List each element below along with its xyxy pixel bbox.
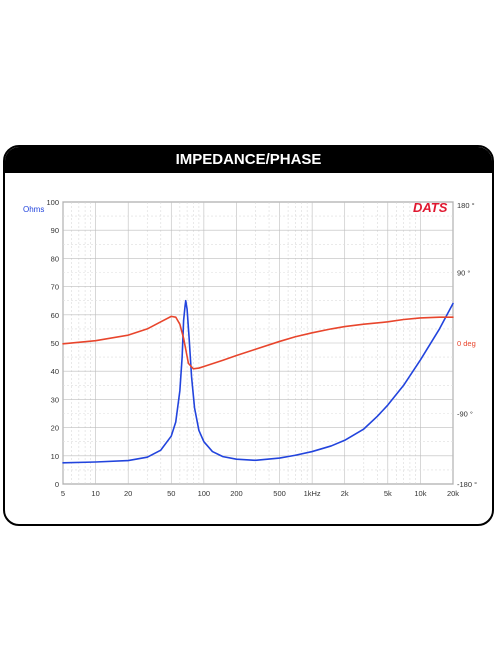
y-left-tick-label: 10: [51, 452, 59, 461]
y-right-tick-label: 90 °: [457, 269, 470, 278]
y-left-unit-label: Ohms: [23, 205, 44, 214]
y-right-tick-label: 0 deg: [457, 339, 476, 348]
y-left-tick-label: 70: [51, 283, 59, 292]
x-tick-label: 500: [273, 489, 286, 498]
phase-series-line: [62, 315, 454, 370]
x-tick-label: 100: [198, 489, 211, 498]
x-tick-label: 50: [167, 489, 175, 498]
chart-card: IMPEDANCE/PHASE 0 10 20 30 40 50 60 70 80 90 100 1…: [3, 145, 494, 526]
y-left-tick-label: 80: [51, 254, 59, 263]
impedance-phase-chart: 0 10 20 30 40 50 60 70 80 90 100 180 ° 90 ° 0 deg -90…: [23, 198, 477, 498]
y-left-tick-labels: 0 10 20 30 40 50 60 70 80 90 100: [46, 198, 59, 489]
y-left-tick-label: 40: [51, 367, 59, 376]
x-tick-label: 10: [91, 489, 99, 498]
x-tick-labels: 5 10 20 50 100 200 500 1kHz 2k 5k 10k 20k: [61, 489, 459, 498]
impedance-series-line: [62, 299, 454, 464]
y-left-tick-label: 90: [51, 226, 59, 235]
x-tick-label: 20: [124, 489, 132, 498]
y-left-tick-label: 0: [55, 480, 59, 489]
y-right-tick-labels: 180 ° 90 ° 0 deg -90 ° -180 °: [457, 201, 477, 489]
x-tick-label: 20k: [447, 489, 459, 498]
y-left-tick-label: 50: [51, 339, 59, 348]
series-lines: [62, 299, 454, 464]
x-tick-label: 200: [230, 489, 243, 498]
x-tick-label: 5: [61, 489, 65, 498]
x-tick-label: 1kHz: [304, 489, 321, 498]
y-left-tick-label: 60: [51, 311, 59, 320]
y-left-tick-label: 100: [46, 198, 59, 207]
x-tick-label: 10k: [414, 489, 426, 498]
y-right-tick-label: 180 °: [457, 201, 475, 210]
x-tick-label: 5k: [384, 489, 392, 498]
y-right-tick-label: -180 °: [457, 480, 477, 489]
x-tick-label: 2k: [341, 489, 349, 498]
y-left-tick-label: 30: [51, 395, 59, 404]
y-right-tick-label: -90 °: [457, 410, 473, 419]
y-left-tick-label: 20: [51, 424, 59, 433]
dats-logo: DATS: [413, 200, 448, 215]
chart-title: IMPEDANCE/PHASE: [5, 147, 492, 173]
